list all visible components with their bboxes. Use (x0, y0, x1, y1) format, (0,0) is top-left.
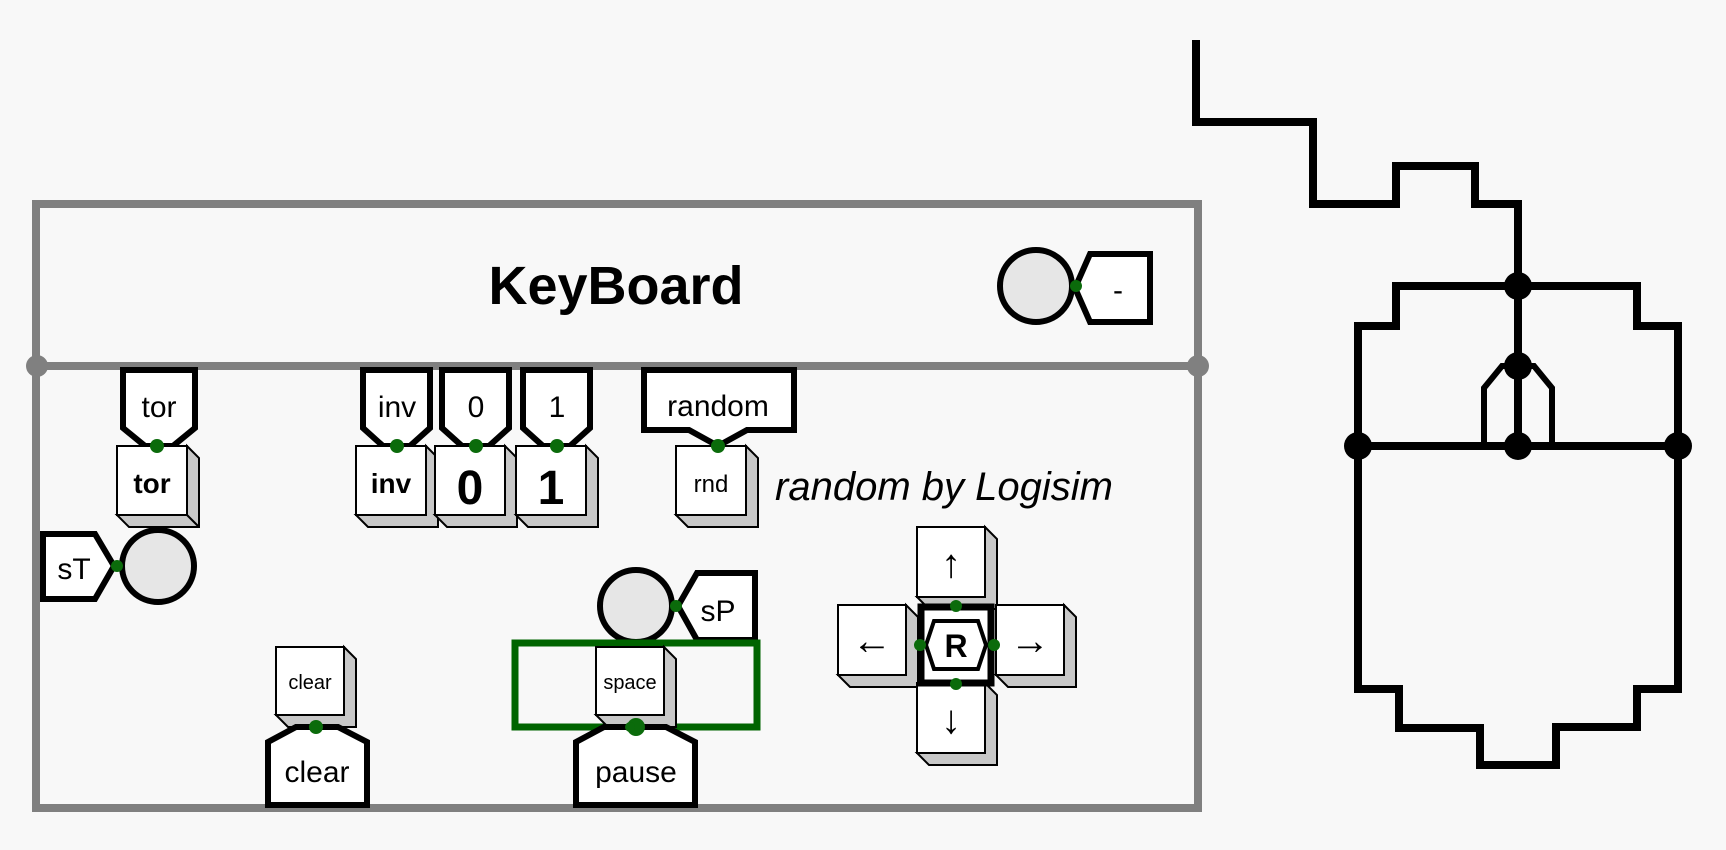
tunnel-random (641, 367, 797, 450)
tunnel-inv-label: inv (378, 391, 416, 424)
random-caption: random by Logisim (775, 465, 1113, 509)
tunnel-tor-label: tor (141, 391, 176, 424)
space-key-label: space (603, 672, 656, 694)
tunnel-pause-label: pause (595, 756, 677, 789)
pin-dot (150, 439, 164, 453)
one-key-button[interactable]: 1 (513, 443, 599, 528)
random-key-button[interactable]: rnd (673, 443, 759, 528)
pin-dot (711, 439, 725, 453)
led-indicator[interactable] (997, 247, 1075, 325)
zero-key-button[interactable]: 0 (432, 443, 518, 528)
tor-group[interactable]: tor tor (114, 367, 200, 528)
frame-pin-left (26, 355, 48, 377)
center-register: R (914, 600, 1000, 690)
tunnel-st-label: sT (57, 553, 90, 586)
led-minus[interactable]: - (997, 247, 1153, 325)
pin-dot (550, 439, 564, 453)
inv-key-button[interactable]: inv (353, 443, 439, 528)
mouse-cable (1192, 40, 1522, 286)
pin-dot (950, 678, 962, 690)
tunnel-sp-label: sP (700, 595, 735, 628)
pin-dot (469, 439, 483, 453)
inv-group[interactable]: inv inv (353, 367, 439, 528)
led-sp[interactable] (597, 567, 675, 645)
st-group[interactable]: sT (40, 527, 197, 605)
pin-dot (309, 720, 323, 734)
clear-key-label: clear (288, 672, 332, 694)
arrow-keypad[interactable]: ↑ ← → ↓ R (835, 524, 1077, 766)
arrow-up-icon: ↑ (941, 542, 961, 586)
random-key-label: rnd (694, 471, 729, 498)
tunnel-pause (573, 724, 698, 808)
pin-dot (625, 722, 635, 732)
arrow-right-icon: → (1010, 619, 1050, 663)
zero-group[interactable]: 0 0 (432, 367, 518, 528)
led-st[interactable] (119, 527, 197, 605)
pin-dot (914, 639, 926, 651)
tunnel-minus-label: - (1113, 274, 1123, 307)
clear-group[interactable]: clear clear (265, 644, 370, 808)
pin-dot (111, 560, 123, 572)
space-key-button[interactable]: space (593, 644, 677, 728)
pin-dot (670, 600, 682, 612)
arrow-left-icon: ← (852, 619, 892, 663)
pin-dot (1070, 280, 1082, 292)
pin-dot (390, 439, 404, 453)
pin-dot (950, 600, 962, 612)
pin-dot (988, 639, 1000, 651)
zero-key-label: 0 (457, 462, 484, 515)
arrow-down-key[interactable]: ↓ (914, 680, 998, 766)
mouse-junctions (1344, 272, 1692, 460)
mouse-body (1354, 282, 1682, 769)
arrow-up-key[interactable]: ↑ (914, 524, 998, 610)
keyboard-title: KeyBoard (488, 256, 743, 316)
one-group[interactable]: 1 1 (513, 367, 599, 528)
clear-key-button[interactable]: clear (273, 644, 357, 728)
arrow-down-icon: ↓ (941, 698, 961, 742)
tunnel-random-label: random (667, 390, 769, 423)
random-group[interactable]: random rnd (641, 367, 797, 528)
tunnel-clear-label: clear (284, 756, 349, 789)
center-register-label: R (944, 628, 967, 664)
inv-key-label: inv (371, 468, 412, 499)
mouse-outline (1192, 40, 1682, 769)
arrow-right-key[interactable]: → (993, 602, 1077, 688)
tor-key-label: tor (133, 468, 170, 499)
frame-pin-right (1187, 355, 1209, 377)
tunnel-one-label: 1 (549, 391, 566, 424)
sp-group[interactable]: sP (597, 567, 758, 645)
tunnel-clear (265, 724, 370, 808)
tunnel-st (40, 531, 118, 602)
one-key-label: 1 (538, 462, 565, 515)
tunnel-zero-label: 0 (468, 391, 485, 424)
arrow-left-key[interactable]: ← (835, 602, 919, 688)
space-group[interactable]: space pause (511, 639, 761, 808)
tor-key-button[interactable]: tor (114, 443, 200, 528)
